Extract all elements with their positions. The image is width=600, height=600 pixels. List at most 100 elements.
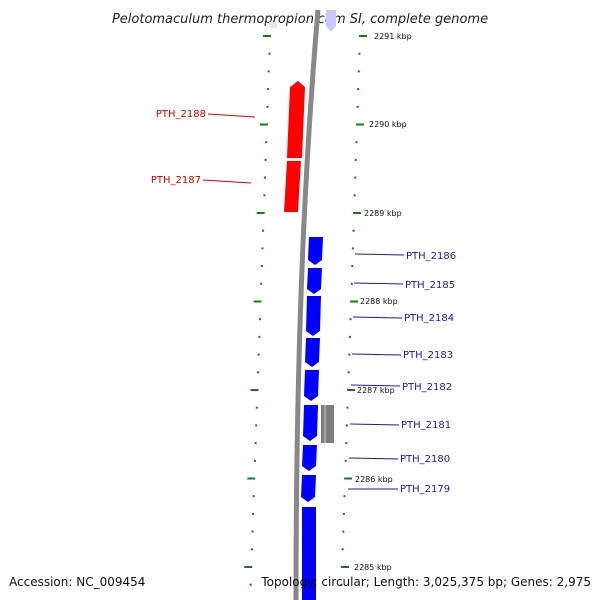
left-tick-27 [252, 512, 255, 515]
right-tick-14 [350, 282, 353, 285]
right-tick-10 [353, 212, 361, 214]
right-tick-16 [349, 318, 352, 321]
right-tick-26 [343, 495, 346, 498]
left-tick-0 [263, 35, 271, 37]
scale-label-2290: 2290 kbp [369, 120, 407, 129]
left-tick-11 [262, 229, 265, 232]
right-tick-5 [356, 123, 364, 126]
gene-label-PTH_2184[interactable]: PTH_2184 [404, 313, 454, 324]
gray-feature-stripe [324, 405, 326, 443]
right-tick-27 [342, 512, 345, 515]
right-tick-13 [351, 265, 354, 268]
gene-block-PTH_2180[interactable] [302, 445, 317, 471]
left-tick-4 [266, 105, 269, 108]
leader-PTH_2181 [349, 423, 400, 426]
right-tick-0 [359, 35, 367, 37]
gene-block-PTH_2183[interactable] [305, 338, 320, 367]
feature-top-blue [326, 10, 336, 32]
left-tick-19 [257, 371, 260, 374]
gray-feature-block[interactable] [321, 405, 334, 443]
leader-PTH_2184 [352, 316, 403, 319]
left-tick-16 [259, 318, 261, 321]
right-tick-2 [357, 70, 360, 73]
gene-block-PTH_2186[interactable] [308, 237, 323, 265]
left-tick-15 [253, 300, 262, 303]
gene-block-PTH_2188[interactable] [287, 81, 305, 158]
leader-PTH_2183 [351, 353, 402, 356]
right-tick-15 [350, 300, 359, 303]
gene-label-PTH_2183[interactable]: PTH_2183 [403, 350, 453, 361]
left-tick-29 [250, 548, 253, 551]
leader-PTH_2187 [202, 179, 252, 184]
left-tick-22 [255, 424, 258, 427]
right-tick-18 [348, 353, 351, 356]
gene-block-PTH_2179[interactable] [301, 475, 316, 502]
left-tick-31 [249, 583, 252, 586]
scale-label-2291: 2291 kbp [374, 32, 412, 41]
left-tick-1 [268, 52, 271, 55]
right-tick-24 [344, 459, 347, 462]
left-tick-30 [244, 566, 253, 568]
left-tick-23 [254, 442, 257, 445]
gene-block-PTH_2181[interactable] [303, 405, 318, 441]
map-title: Pelotomaculum thermopropionicum SI, comp… [112, 12, 488, 27]
right-tick-7 [354, 158, 357, 161]
left-tick-13 [260, 265, 263, 268]
right-tick-31 [340, 583, 343, 586]
left-tick-7 [264, 158, 267, 161]
scale-label-2287: 2287 kbp [357, 386, 395, 395]
left-tick-18 [257, 353, 260, 356]
right-tick-6 [355, 141, 358, 144]
leader-PTH_2185 [353, 282, 404, 285]
right-tick-29 [341, 548, 344, 551]
topology-label: Topology: circular; Length: 3,025,375 bp… [260, 575, 591, 589]
right-tick-23 [345, 442, 348, 445]
scale-label-2289: 2289 kbp [364, 209, 402, 218]
right-tick-20 [347, 389, 356, 391]
left-tick-marks [244, 35, 271, 586]
left-tick-6 [265, 141, 268, 144]
gene-label-PTH_2180[interactable]: PTH_2180 [400, 454, 450, 465]
left-tick-17 [258, 335, 261, 338]
left-tick-12 [261, 247, 264, 250]
left-tick-28 [251, 530, 254, 533]
gene-label-PTH_2181[interactable]: PTH_2181 [401, 420, 451, 431]
right-tick-9 [353, 194, 356, 197]
gene-label-PTH_2187[interactable]: PTH_2187 [151, 175, 201, 186]
right-tick-3 [357, 88, 360, 91]
left-tick-20 [250, 389, 259, 391]
right-tick-19 [347, 371, 350, 374]
right-tick-8 [354, 176, 357, 179]
left-tick-3 [267, 88, 270, 91]
leader-PTH_2182 [350, 384, 401, 387]
gene-block-bottom[interactable] [302, 507, 316, 600]
right-tick-22 [345, 424, 348, 427]
gene-label-PTH_2179[interactable]: PTH_2179 [400, 484, 450, 495]
left-tick-24 [254, 459, 256, 462]
left-tick-10 [256, 212, 265, 214]
right-tick-1 [358, 52, 361, 55]
left-tick-25 [247, 477, 256, 480]
gene-label-PTH_2185[interactable]: PTH_2185 [405, 280, 455, 291]
gene-label-PTH_2186[interactable]: PTH_2186 [406, 251, 456, 262]
gene-block-PTH_2182[interactable] [304, 370, 319, 401]
left-tick-21 [255, 406, 258, 409]
gene-label-PTH_2182[interactable]: PTH_2182 [402, 382, 452, 393]
gene-block-PTH_2185[interactable] [307, 268, 322, 294]
feature-top-faint [269, 22, 277, 28]
right-tick-4 [356, 105, 359, 108]
leader-PTH_2180 [348, 457, 399, 460]
right-tick-25 [344, 477, 353, 480]
leader-PTH_2186 [354, 253, 405, 256]
genome-backbone [293, 9, 321, 600]
right-tick-11 [352, 229, 355, 232]
gene-label-PTH_2188[interactable]: PTH_2188 [156, 109, 206, 120]
left-tick-9 [263, 194, 266, 197]
right-tick-17 [348, 335, 351, 338]
right-tick-marks [340, 35, 367, 586]
right-tick-28 [342, 530, 345, 533]
gene-block-PTH_2184[interactable] [306, 296, 321, 336]
left-tick-2 [267, 70, 270, 73]
gene-block-PTH_2187[interactable] [284, 161, 301, 212]
